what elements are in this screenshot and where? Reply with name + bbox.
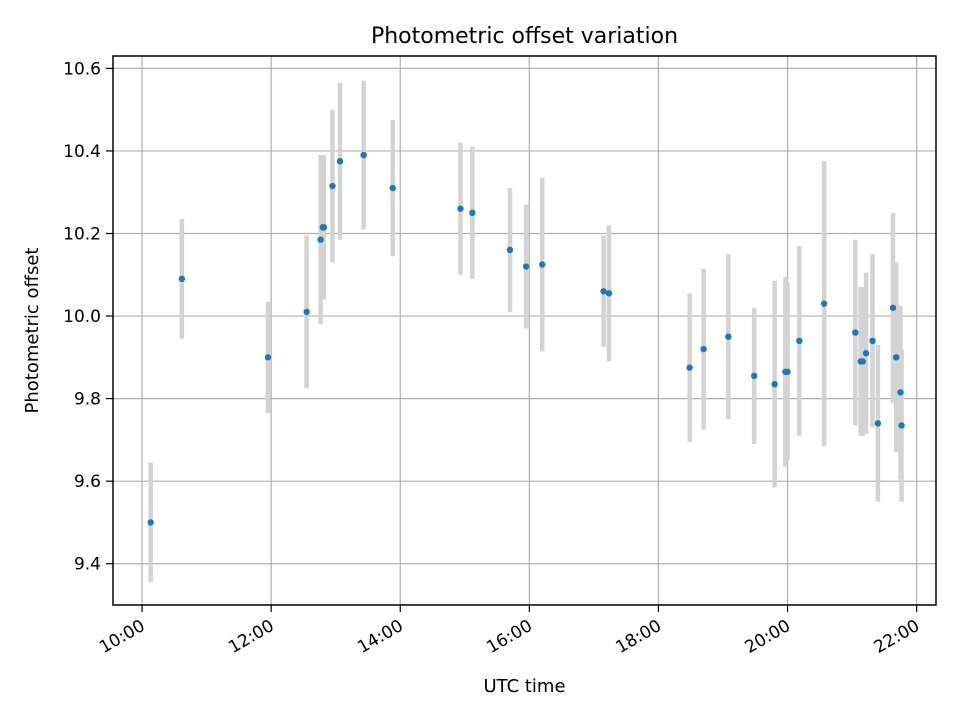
data-point: [771, 380, 778, 388]
data-point: [889, 304, 897, 311]
y-tick-label: 9.6: [74, 472, 101, 492]
y-tick-label: 9.4: [74, 555, 101, 575]
y-tick-label: 10.2: [63, 224, 101, 244]
data-point: [784, 368, 791, 375]
data-point: [750, 372, 758, 380]
chart-title: Photometric offset variation: [371, 24, 678, 49]
data-point: [820, 300, 828, 307]
data-point: [147, 519, 154, 526]
data-point: [700, 345, 707, 353]
data-point: [506, 246, 514, 254]
data-point: [796, 337, 803, 345]
plot-frame: [112, 55, 937, 606]
data-point: [336, 158, 344, 165]
y-tick-label: 10.4: [63, 142, 101, 162]
data-point: [897, 389, 904, 396]
y-tick-label: 10.0: [63, 307, 101, 327]
data-point: [317, 236, 324, 243]
data-point: [469, 209, 476, 217]
data-point: [329, 182, 336, 190]
data-point: [859, 358, 867, 365]
data-point: [852, 329, 859, 336]
data-point: [178, 275, 186, 283]
data-point: [539, 261, 546, 268]
data-point: [320, 224, 328, 231]
data-point: [303, 308, 310, 316]
data-point: [862, 350, 870, 357]
data-point: [869, 337, 876, 345]
data-point: [457, 205, 464, 212]
data-point: [892, 354, 900, 361]
x-axis-label: UTC time: [483, 676, 565, 697]
data-point: [686, 364, 693, 371]
data-point: [389, 184, 396, 192]
y-tick-label: 9.8: [74, 390, 101, 410]
data-points: [147, 151, 905, 526]
data-point: [360, 151, 367, 159]
data-point: [874, 420, 882, 427]
data-point: [605, 290, 613, 297]
data-point: [898, 422, 905, 429]
data-point: [725, 333, 732, 340]
y-axis-ticks: 9.4 9.6 9.8 10.0 10.2 10.4 10.6: [63, 59, 113, 575]
data-point: [264, 354, 272, 361]
data-point: [600, 288, 607, 295]
y-axis-label: Photometric offset: [22, 248, 43, 414]
y-tick-label: 10.6: [63, 59, 101, 79]
data-point: [522, 263, 530, 270]
